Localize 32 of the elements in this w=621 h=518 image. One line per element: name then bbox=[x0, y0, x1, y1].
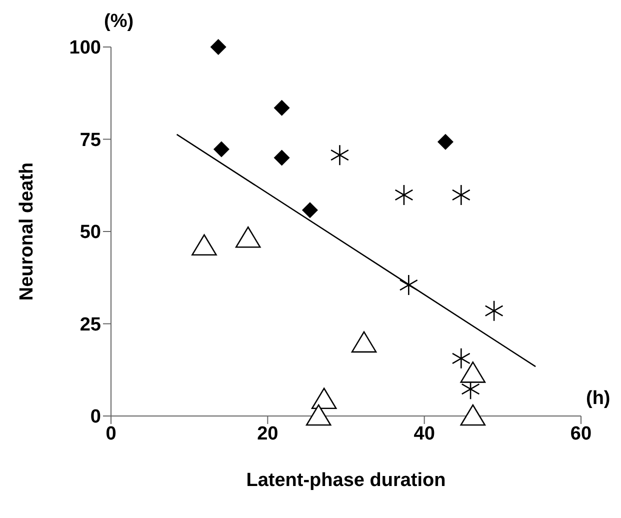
point bbox=[302, 202, 318, 218]
x-tick-label: 20 bbox=[257, 423, 278, 444]
point bbox=[213, 141, 230, 158]
point bbox=[484, 300, 504, 322]
point bbox=[394, 184, 414, 206]
point bbox=[274, 150, 290, 166]
point bbox=[192, 234, 217, 256]
point bbox=[306, 404, 332, 426]
point bbox=[460, 404, 486, 426]
point bbox=[351, 331, 377, 353]
x-tick-label: 0 bbox=[106, 423, 116, 444]
point bbox=[452, 348, 470, 370]
point bbox=[437, 134, 454, 150]
text: (%) bbox=[104, 11, 134, 33]
x-tick-label: 60 bbox=[570, 423, 592, 444]
y-tick-label: 50 bbox=[80, 222, 101, 244]
y-tick-label: 25 bbox=[80, 314, 102, 336]
point bbox=[210, 39, 226, 55]
text: (h) bbox=[586, 388, 610, 410]
point bbox=[235, 226, 261, 248]
point bbox=[452, 184, 470, 206]
y-axis-title: Neuronal death bbox=[16, 162, 38, 301]
y-tick-label: 100 bbox=[69, 38, 101, 59]
point bbox=[460, 362, 486, 383]
point bbox=[311, 388, 337, 410]
point bbox=[399, 274, 418, 296]
y-tick-label: 75 bbox=[80, 130, 102, 151]
point bbox=[274, 100, 290, 116]
x-tick-label: 40 bbox=[414, 423, 435, 444]
y-tick-label: 0 bbox=[90, 406, 101, 428]
x-axis-title: Latent-phase duration bbox=[246, 470, 446, 491]
point bbox=[330, 144, 350, 166]
